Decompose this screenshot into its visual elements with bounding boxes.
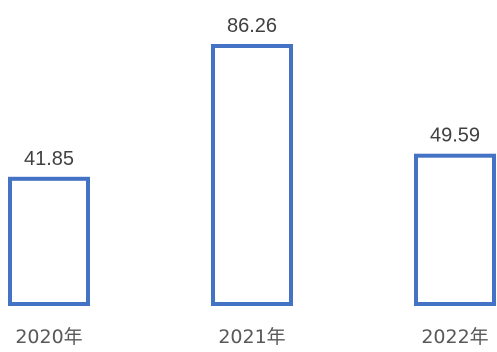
data-label-2: 49.59 [430, 125, 480, 147]
x-tick-label-1: 2021年 [218, 326, 285, 348]
bar-1 [213, 46, 291, 304]
x-tick-label-0: 2020年 [15, 326, 82, 348]
x-axis-tick-labels: 2020年 2021年 2022年 [15, 326, 488, 348]
bar-0 [10, 179, 88, 304]
data-label-1: 86.26 [227, 15, 277, 37]
bars-group [10, 46, 494, 304]
bar-2 [416, 156, 494, 304]
x-tick-label-2: 2022年 [421, 326, 488, 348]
data-label-0: 41.85 [24, 148, 74, 170]
